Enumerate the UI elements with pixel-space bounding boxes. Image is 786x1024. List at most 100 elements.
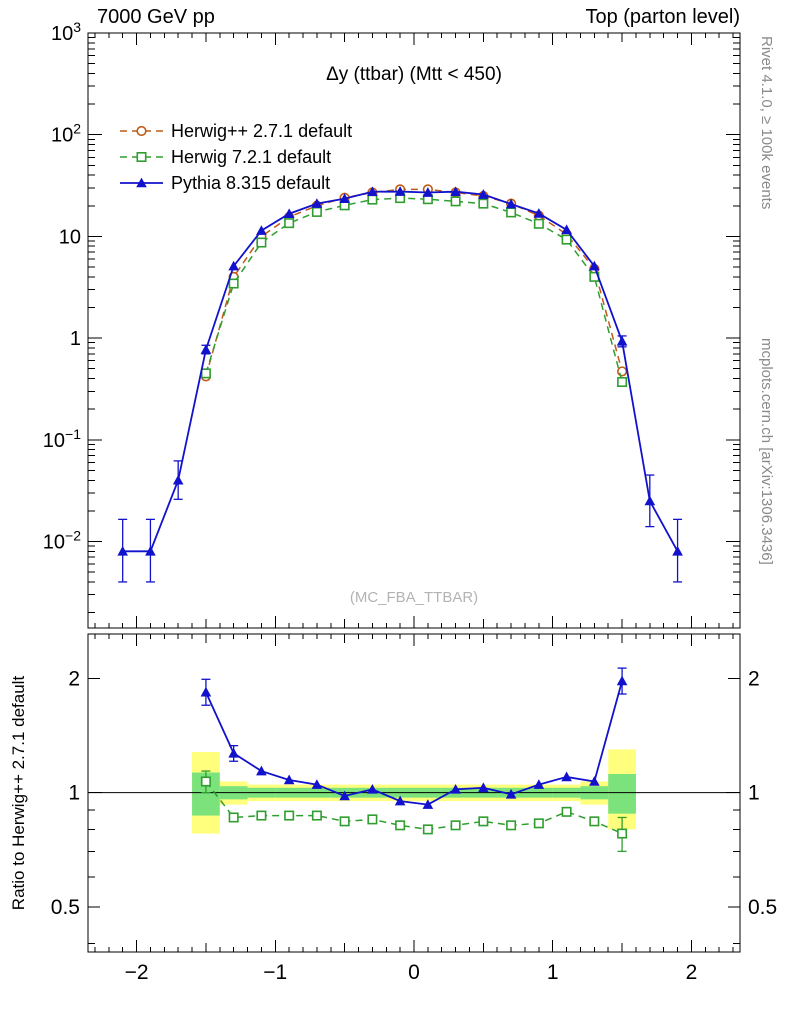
triangle-marker: [228, 747, 239, 758]
x-tick-label: −1: [263, 961, 287, 984]
ratio-uncertainty-bands: [192, 749, 636, 834]
square-marker: [200, 776, 211, 787]
main-y-tick-label: 10−1: [43, 426, 81, 452]
ratio-y-tick-label-left: 2: [68, 667, 80, 690]
square-marker: [422, 824, 433, 835]
triangle-marker: [422, 187, 434, 197]
legend-label: Herwig 7.2.1 default: [171, 147, 331, 167]
ratio-y-tick-label-right: 1: [748, 782, 760, 805]
triangle-marker: [311, 198, 323, 208]
analysis-group-label: Top (parton level): [585, 6, 740, 28]
ratio-y-tick-label-right: 2: [748, 667, 760, 690]
beam-energy-label: 7000 GeV pp: [97, 6, 215, 28]
triangle-marker: [505, 788, 517, 799]
ratio-series-1: [200, 667, 628, 809]
series-line: [205, 188, 623, 377]
square-marker: [506, 820, 517, 831]
square-marker: [478, 198, 489, 209]
circle-marker: [136, 125, 147, 137]
main-series-0: [200, 184, 628, 382]
triangle-marker: [367, 186, 378, 197]
square-marker: [367, 814, 378, 825]
ratio-axis-label: Ratio to Herwig++ 2.7.1 default: [9, 676, 28, 911]
triangle-marker: [339, 193, 350, 203]
series-line: [205, 680, 623, 806]
triangle-marker: [616, 675, 628, 686]
watermark: (MC_FBA_TTBAR): [350, 589, 478, 606]
square-marker: [478, 816, 489, 827]
triangle-marker: [283, 208, 295, 219]
square-marker: [589, 816, 600, 827]
ratio-panel-frame: [87, 633, 741, 953]
triangle-marker: [256, 225, 267, 235]
plot-title: Δy (ttbar) (Mtt < 450): [326, 64, 502, 85]
legend-label: Pythia 8.315 default: [171, 173, 330, 193]
triangle-marker: [644, 495, 656, 506]
triangle-marker: [616, 335, 628, 346]
triangle-marker: [533, 208, 545, 218]
triangle-marker: [561, 224, 572, 235]
triangle-marker: [450, 186, 461, 197]
square-marker: [617, 376, 628, 387]
circle-marker: [616, 366, 628, 377]
triangle-marker: [172, 474, 184, 485]
triangle-marker: [394, 795, 406, 806]
square-marker: [256, 810, 267, 821]
square-marker: [311, 810, 322, 821]
square-marker: [284, 218, 295, 229]
triangle-marker: [672, 545, 683, 556]
square-marker: [450, 820, 461, 831]
square-marker: [311, 206, 322, 217]
rivet-version-caption: Rivet 4.1.0, ≥ 100k events: [758, 36, 775, 209]
panel-frames: [87, 32, 741, 953]
x-tick-label: 1: [547, 961, 559, 984]
ratio-y-tick-label-right: 0.5: [748, 896, 777, 919]
x-tick-label: 2: [686, 961, 698, 984]
triangle-marker: [589, 776, 600, 786]
triangle-marker: [478, 782, 489, 793]
triangle-marker: [561, 771, 572, 782]
square-marker: [533, 818, 544, 829]
square-marker: [450, 196, 461, 207]
x-tick-label: 0: [408, 961, 420, 984]
triangle-marker: [200, 344, 212, 354]
square-marker: [284, 810, 295, 821]
main-y-tick-label: 10: [59, 226, 81, 248]
mcplots-arxiv-caption: mcplots.cern.ch [arXiv:1306.3436]: [758, 338, 775, 565]
triangle-marker: [505, 198, 517, 209]
triangle-marker: [478, 189, 489, 199]
triangle-marker: [117, 545, 128, 556]
axis-ticks: [88, 32, 740, 952]
square-marker: [256, 237, 267, 248]
square-marker: [367, 194, 378, 205]
series-line: [205, 197, 623, 383]
ratio-series-0: [200, 770, 628, 853]
x-tick-label: −2: [125, 961, 149, 984]
series-line: [205, 781, 623, 835]
triangle-marker: [228, 260, 239, 271]
triangle-marker: [311, 779, 323, 789]
triangle-marker: [339, 790, 350, 801]
triangle-marker: [394, 186, 406, 196]
square-marker: [395, 820, 406, 831]
triangle-marker: [450, 783, 461, 794]
legend: Herwig++ 2.7.1 default Herwig 7.2.1 defau…: [120, 121, 352, 193]
triangle-marker: [283, 774, 295, 785]
triangle-marker: [367, 783, 378, 794]
square-marker: [228, 812, 239, 823]
main-series-2: [117, 186, 683, 583]
triangle-marker: [200, 686, 212, 697]
ratio-y-tick-label-left: 1: [68, 782, 80, 805]
triangle-marker: [256, 765, 267, 776]
legend-label: Herwig++ 2.7.1 default: [171, 121, 352, 141]
square-marker: [533, 218, 544, 229]
triangle-marker: [533, 779, 545, 789]
main-y-tick-label: 103: [51, 19, 81, 45]
main-series-1: [200, 193, 628, 387]
triangle-marker: [422, 799, 434, 809]
square-marker: [339, 816, 350, 827]
square-marker: [228, 278, 239, 289]
